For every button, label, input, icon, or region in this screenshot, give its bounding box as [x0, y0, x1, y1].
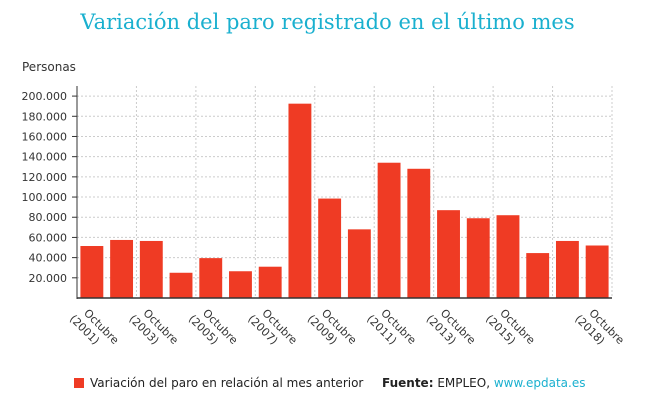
bar[interactable]	[110, 239, 134, 298]
bar[interactable]	[347, 229, 371, 298]
legend-label: Variación del paro en relación al mes an…	[90, 376, 364, 390]
bar[interactable]	[318, 198, 342, 298]
bar[interactable]	[80, 246, 104, 298]
bar[interactable]	[585, 245, 609, 298]
bar[interactable]	[437, 210, 460, 298]
y-tick-label: 100.000	[22, 191, 68, 204]
x-tick-labels: Octubre(2001) Octubre(2003) Octubre(2005) O…	[67, 307, 627, 348]
bar[interactable]	[555, 240, 579, 298]
bar[interactable]	[377, 162, 401, 298]
x-tick-label: Octubre(2015)	[483, 307, 538, 348]
legend: Variación del paro en relación al mes an…	[74, 376, 363, 390]
y-tick-label: 120.000	[22, 171, 68, 184]
bar[interactable]	[526, 253, 550, 298]
y-tick-label: 20.000	[29, 272, 68, 285]
axes	[72, 86, 612, 299]
x-tick-label: Octubre(2018)	[572, 307, 627, 348]
x-tick-label: Octubre(2009)	[305, 307, 360, 348]
bar[interactable]	[496, 215, 520, 298]
x-tick-label: Octubre(2007)	[245, 307, 300, 348]
bar[interactable]	[229, 271, 252, 298]
y-tick-label: 80.000	[29, 211, 68, 224]
source-link[interactable]: www.epdata.es	[493, 376, 586, 390]
x-tick-label: Octubre(2013)	[424, 307, 479, 348]
y-tick-label: 200.000	[22, 90, 68, 103]
bar[interactable]	[466, 218, 490, 298]
bar[interactable]	[258, 266, 282, 298]
bar[interactable]	[407, 168, 431, 298]
bar[interactable]	[288, 103, 312, 299]
y-tick-label: 180.000	[22, 110, 68, 123]
y-tick-label: 40.000	[29, 252, 68, 265]
y-tick-label: 160.000	[22, 130, 68, 143]
y-tick-label: 140.000	[22, 151, 68, 164]
bar[interactable]	[199, 258, 223, 298]
page-title: Variación del paro registrado en el últi…	[80, 10, 575, 34]
x-tick-label: Octubre(2003)	[126, 307, 181, 348]
x-tick-label: Octubre(2001)	[67, 307, 122, 348]
source-credit: Fuente: EMPLEO, www.epdata.es	[382, 376, 585, 390]
bar[interactable]	[139, 240, 163, 298]
y-axis-label: Personas	[22, 60, 76, 74]
x-tick-label: Octubre(2011)	[364, 307, 419, 348]
source-label: Fuente:	[382, 376, 434, 390]
bar-series	[80, 103, 609, 299]
y-tick-labels: 20.000 40.000 60.000 80.000 100.000 120.000 14…	[22, 90, 68, 285]
bar[interactable]	[169, 272, 193, 298]
legend-swatch	[74, 378, 84, 388]
source-text: EMPLEO,	[437, 376, 494, 390]
x-tick-label: Octubre(2005)	[186, 307, 241, 348]
y-tick-label: 60.000	[29, 231, 68, 244]
